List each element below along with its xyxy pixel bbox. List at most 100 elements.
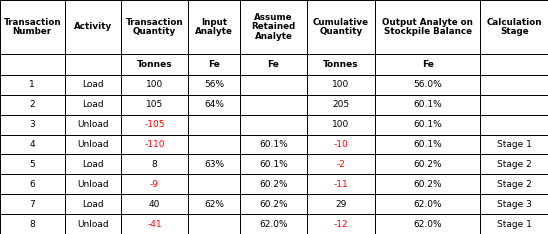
Bar: [65, 174, 121, 194]
Text: 40: 40: [149, 200, 160, 209]
Bar: [481, 214, 548, 234]
Text: 3: 3: [30, 120, 35, 129]
Bar: [375, 154, 481, 174]
Text: Tonnes: Tonnes: [323, 60, 359, 69]
Text: 60.2%: 60.2%: [259, 180, 288, 189]
Bar: [481, 54, 548, 75]
Text: 100: 100: [333, 80, 350, 89]
Text: 60.1%: 60.1%: [413, 120, 442, 129]
Bar: [307, 95, 375, 115]
Text: 8: 8: [152, 160, 157, 169]
Text: -11: -11: [334, 180, 349, 189]
Bar: [239, 214, 307, 234]
Bar: [65, 115, 121, 135]
Text: 29: 29: [335, 200, 347, 209]
Bar: [65, 54, 121, 75]
Bar: [189, 135, 239, 154]
Bar: [239, 115, 307, 135]
Bar: [375, 0, 481, 54]
Text: -110: -110: [144, 140, 165, 149]
Bar: [481, 194, 548, 214]
Bar: [481, 115, 548, 135]
Bar: [121, 135, 189, 154]
Text: 60.1%: 60.1%: [413, 140, 442, 149]
Bar: [121, 194, 189, 214]
Text: Load: Load: [82, 100, 104, 109]
Bar: [481, 95, 548, 115]
Text: 60.2%: 60.2%: [413, 180, 442, 189]
Bar: [0, 95, 65, 115]
Bar: [239, 75, 307, 95]
Text: Load: Load: [82, 160, 104, 169]
Text: Load: Load: [82, 80, 104, 89]
Text: -12: -12: [334, 219, 349, 229]
Text: -10: -10: [334, 140, 349, 149]
Text: 6: 6: [30, 180, 35, 189]
Text: Stage 1: Stage 1: [497, 219, 532, 229]
Text: 62.0%: 62.0%: [413, 219, 442, 229]
Bar: [375, 95, 481, 115]
Text: -2: -2: [336, 160, 345, 169]
Bar: [189, 214, 239, 234]
Bar: [121, 75, 189, 95]
Bar: [65, 194, 121, 214]
Text: Cumulative
Quantity: Cumulative Quantity: [313, 18, 369, 36]
Text: 60.1%: 60.1%: [259, 160, 288, 169]
Bar: [0, 54, 65, 75]
Bar: [375, 135, 481, 154]
Bar: [375, 214, 481, 234]
Text: 8: 8: [30, 219, 35, 229]
Text: Assume
Retained
Analyte: Assume Retained Analyte: [252, 13, 295, 41]
Bar: [0, 214, 65, 234]
Bar: [375, 75, 481, 95]
Text: 60.2%: 60.2%: [259, 200, 288, 209]
Text: Stage 2: Stage 2: [497, 180, 532, 189]
Text: 56.0%: 56.0%: [413, 80, 442, 89]
Bar: [189, 0, 239, 54]
Text: Fe: Fe: [421, 60, 433, 69]
Text: 100: 100: [333, 120, 350, 129]
Bar: [0, 0, 65, 54]
Text: 105: 105: [146, 100, 163, 109]
Text: Output Analyte on
Stockpile Balance: Output Analyte on Stockpile Balance: [382, 18, 473, 36]
Bar: [189, 174, 239, 194]
Bar: [481, 154, 548, 174]
Bar: [65, 95, 121, 115]
Bar: [307, 194, 375, 214]
Bar: [0, 135, 65, 154]
Text: 56%: 56%: [204, 80, 224, 89]
Bar: [307, 174, 375, 194]
Text: Load: Load: [82, 200, 104, 209]
Bar: [189, 115, 239, 135]
Bar: [307, 214, 375, 234]
Bar: [307, 54, 375, 75]
Text: Unload: Unload: [77, 180, 109, 189]
Bar: [375, 54, 481, 75]
Text: -105: -105: [144, 120, 165, 129]
Bar: [239, 174, 307, 194]
Bar: [307, 115, 375, 135]
Text: Transaction
Quantity: Transaction Quantity: [125, 18, 184, 36]
Bar: [375, 174, 481, 194]
Text: Fe: Fe: [208, 60, 220, 69]
Bar: [239, 154, 307, 174]
Bar: [239, 0, 307, 54]
Text: Unload: Unload: [77, 219, 109, 229]
Bar: [239, 194, 307, 214]
Text: 60.1%: 60.1%: [259, 140, 288, 149]
Bar: [189, 194, 239, 214]
Text: Transaction
Number: Transaction Number: [3, 18, 61, 36]
Text: 63%: 63%: [204, 160, 224, 169]
Bar: [307, 0, 375, 54]
Bar: [239, 54, 307, 75]
Bar: [189, 95, 239, 115]
Bar: [239, 95, 307, 115]
Text: 62.0%: 62.0%: [259, 219, 288, 229]
Bar: [189, 54, 239, 75]
Bar: [65, 154, 121, 174]
Bar: [65, 214, 121, 234]
Bar: [121, 0, 189, 54]
Text: 64%: 64%: [204, 100, 224, 109]
Bar: [121, 54, 189, 75]
Bar: [0, 154, 65, 174]
